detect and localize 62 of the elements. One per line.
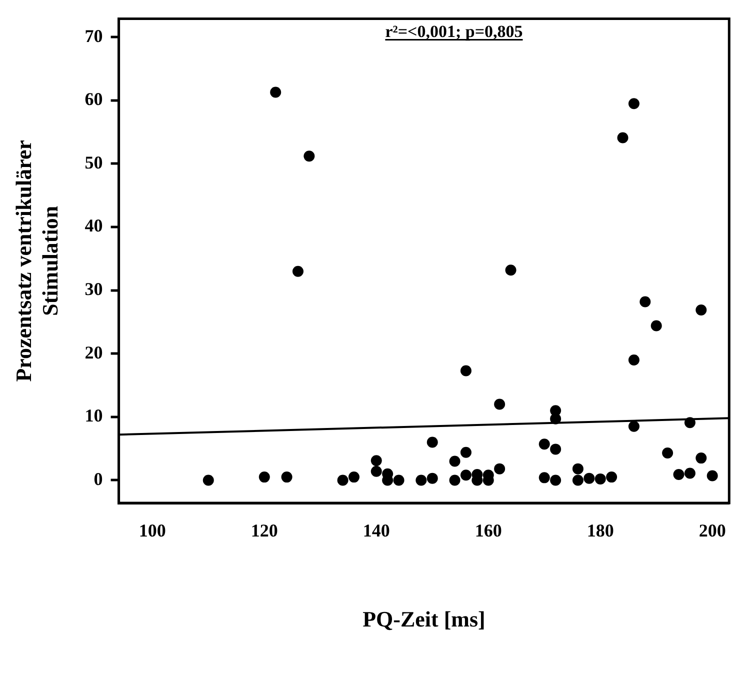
point [696, 452, 707, 464]
x-tick-label: 140 [362, 520, 390, 540]
point [258, 472, 270, 483]
y-tick-label: 60 [84, 89, 103, 110]
point [416, 474, 427, 486]
point [292, 266, 304, 277]
point [460, 446, 472, 458]
point [281, 472, 292, 483]
point [617, 132, 628, 144]
point [628, 420, 640, 432]
point [426, 436, 438, 448]
point [673, 469, 684, 480]
point [572, 463, 584, 474]
point [606, 472, 618, 483]
point [505, 264, 516, 276]
point [572, 474, 584, 486]
y-tick-label: 20 [84, 342, 103, 362]
point [460, 365, 472, 376]
point [550, 444, 562, 455]
x-tick-label: 200 [698, 520, 726, 540]
point [696, 304, 707, 316]
x-tick-label: 100 [138, 520, 166, 540]
point [550, 474, 562, 486]
point [594, 473, 606, 484]
point [538, 438, 550, 450]
point [202, 474, 214, 486]
annotation: r²=<0,001; p=0,805 [385, 22, 523, 41]
point [584, 472, 595, 484]
point [662, 448, 674, 458]
point [304, 150, 315, 162]
y-tick-label: 10 [84, 406, 103, 426]
point [337, 474, 348, 486]
y-axis-title: Prozentsatz ventrikulärer Stimulation [10, 140, 62, 382]
point [370, 466, 382, 477]
x-tick-label: 120 [250, 520, 278, 540]
point [684, 468, 696, 479]
point [449, 474, 460, 486]
point [449, 456, 460, 467]
point [494, 398, 506, 410]
point [426, 472, 438, 484]
y-tick-label: 30 [84, 278, 103, 299]
x-tick-label: 160 [474, 520, 502, 540]
x-tick-label: 180 [586, 520, 614, 540]
y-tick-label: 50 [84, 152, 103, 172]
point [460, 470, 472, 481]
y-tick-label: 0 [94, 468, 103, 489]
point [348, 472, 360, 483]
x-axis-title: PQ-Zeit [ms] [362, 606, 486, 632]
point [706, 470, 718, 482]
point [628, 354, 640, 366]
point [370, 455, 382, 466]
point [270, 86, 282, 98]
y-tick-label: 70 [84, 26, 103, 46]
point [640, 296, 651, 308]
point [650, 320, 662, 332]
point [494, 463, 506, 474]
point [684, 417, 696, 428]
point [393, 474, 404, 486]
point [628, 98, 640, 110]
point [538, 472, 550, 484]
y-tick-label: 40 [84, 216, 103, 236]
point [550, 413, 562, 424]
